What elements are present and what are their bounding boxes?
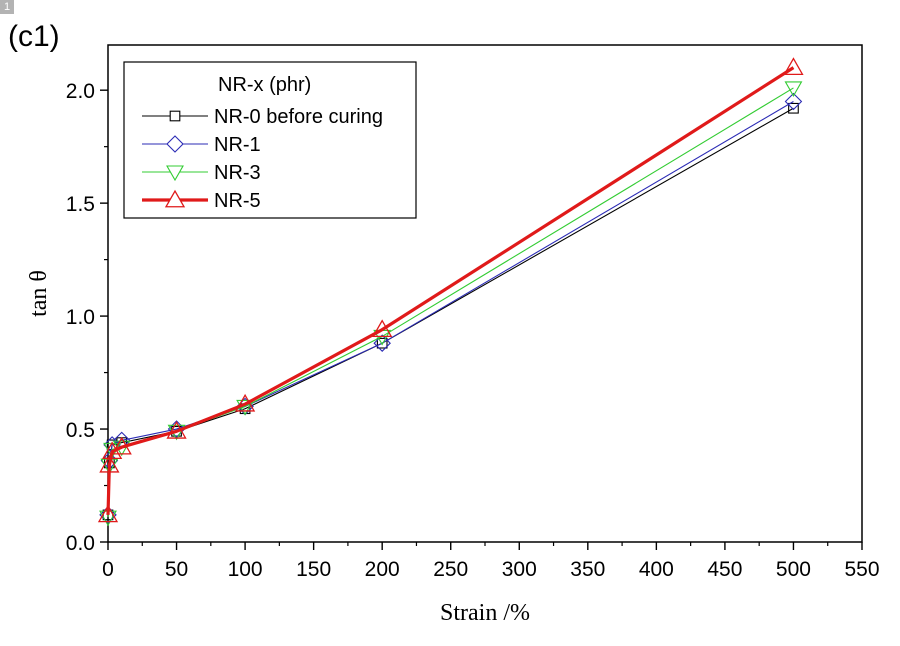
x-tick-label: 0 — [102, 558, 114, 581]
data-point — [97, 504, 119, 523]
legend-swatch-marker — [164, 189, 186, 208]
data-point — [99, 506, 117, 524]
data-point — [167, 420, 186, 438]
data-point — [373, 334, 391, 352]
x-tick-label: 500 — [776, 558, 811, 581]
panel-label: (c1) — [8, 20, 60, 53]
legend-swatch-marker — [169, 110, 181, 122]
x-tick-label: 50 — [165, 558, 188, 581]
y-tick-label: 0.5 — [66, 419, 95, 442]
legend-item: NR-0 before curing — [142, 106, 383, 128]
x-tick-label: 350 — [570, 558, 605, 581]
data-point — [372, 319, 393, 338]
legend: NR-x (phr) NR-0 before curing NR-1 NR-3 NR-… — [123, 61, 417, 219]
data-point — [784, 81, 803, 98]
legend-swatch-marker — [166, 135, 184, 153]
x-tick-label: 300 — [502, 558, 537, 581]
legend-label: NR-0 before curing — [214, 106, 383, 128]
legend-swatch-marker — [166, 165, 184, 182]
legend-item: NR-5 — [142, 189, 261, 212]
y-tick-label: 0.0 — [66, 532, 95, 555]
legend-item: NR-3 — [142, 162, 261, 184]
data-point — [101, 441, 123, 460]
series-layer — [97, 57, 804, 527]
y-tick-label: 1.5 — [66, 193, 95, 216]
corner-tag: 1 — [0, 0, 14, 14]
x-tick-label: 550 — [844, 558, 879, 581]
data-point — [784, 92, 803, 111]
legend-label: NR-1 — [214, 134, 261, 156]
x-axis-ticks: 0 50 100 150 200 250 300 350 400 450 500 550 — [102, 542, 880, 581]
legend-title: NR-x (phr) — [218, 74, 311, 96]
data-point — [788, 102, 799, 114]
series-line — [106, 66, 795, 515]
y-tick-label: 2.0 — [66, 80, 95, 103]
data-point — [234, 393, 256, 412]
data-point — [111, 436, 132, 455]
y-axis-title: tan θ — [26, 270, 52, 317]
y-axis-ticks: 0.0 0.5 1.0 1.5 2.0 — [66, 80, 108, 555]
legend-label: NR-3 — [214, 162, 261, 184]
data-point — [376, 337, 388, 349]
x-tick-label: 150 — [296, 558, 331, 581]
legend-label: NR-5 — [214, 190, 261, 212]
x-tick-label: 250 — [433, 558, 468, 581]
series-3 — [97, 57, 804, 523]
data-point — [99, 454, 120, 473]
data-point — [783, 57, 804, 75]
x-tick-label: 400 — [639, 558, 674, 581]
y-tick-label: 1.0 — [66, 306, 95, 329]
x-tick-label: 100 — [228, 558, 263, 581]
legend-item: NR-1 — [142, 134, 261, 156]
data-point — [166, 420, 187, 439]
x-axis-title: Strain /% — [440, 600, 530, 626]
x-tick-label: 450 — [707, 558, 742, 581]
x-tick-label: 200 — [365, 558, 400, 581]
